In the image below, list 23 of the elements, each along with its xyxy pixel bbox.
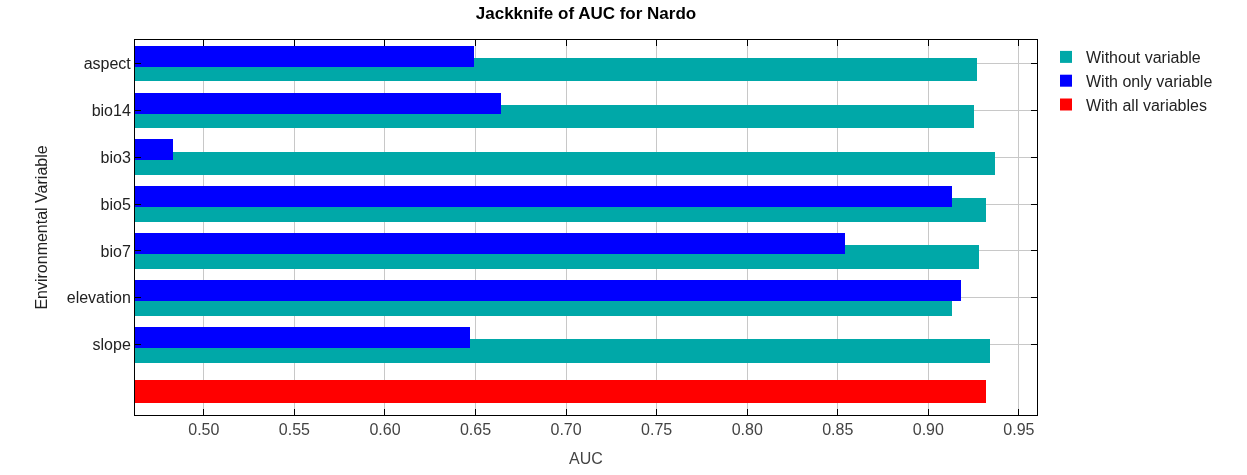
x-tick-label: 0.80: [731, 421, 763, 439]
legend-label: With only variable: [1086, 72, 1213, 90]
y-tick-label: bio7: [100, 242, 131, 260]
x-axis-title: AUC: [569, 449, 603, 467]
x-tick-label: 0.60: [369, 421, 401, 439]
x-tick-label: 0.90: [912, 421, 944, 439]
legend-label: Without variable: [1086, 49, 1201, 67]
y-tick-label: bio5: [100, 195, 131, 213]
y-axis-title: Environmental Variable: [32, 145, 50, 310]
x-tick-label: 0.65: [459, 421, 492, 439]
y-tick-label: elevation: [66, 289, 131, 307]
x-tick-label: 0.85: [822, 421, 854, 439]
y-tick-label: bio14: [91, 101, 131, 119]
y-tick-label: slope: [92, 336, 131, 354]
x-tick-label: 0.75: [641, 421, 673, 439]
legend-label: With all variables: [1086, 96, 1207, 114]
x-tick-label: 0.70: [550, 421, 582, 439]
x-tick-label: 0.95: [1003, 421, 1035, 439]
y-tick-label: bio3: [100, 148, 131, 166]
x-tick-label: 0.50: [188, 421, 220, 439]
y-tick-label: aspect: [83, 55, 132, 73]
x-tick-label: 0.55: [278, 421, 311, 439]
chart-title: Jackknife of AUC for Nardo: [475, 4, 697, 24]
